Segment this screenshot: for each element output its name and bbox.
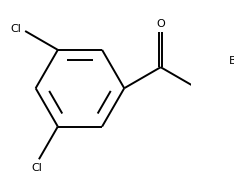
- Text: Cl: Cl: [11, 24, 21, 34]
- Text: Cl: Cl: [31, 163, 42, 173]
- Text: O: O: [156, 19, 165, 29]
- Text: Br: Br: [229, 56, 234, 66]
